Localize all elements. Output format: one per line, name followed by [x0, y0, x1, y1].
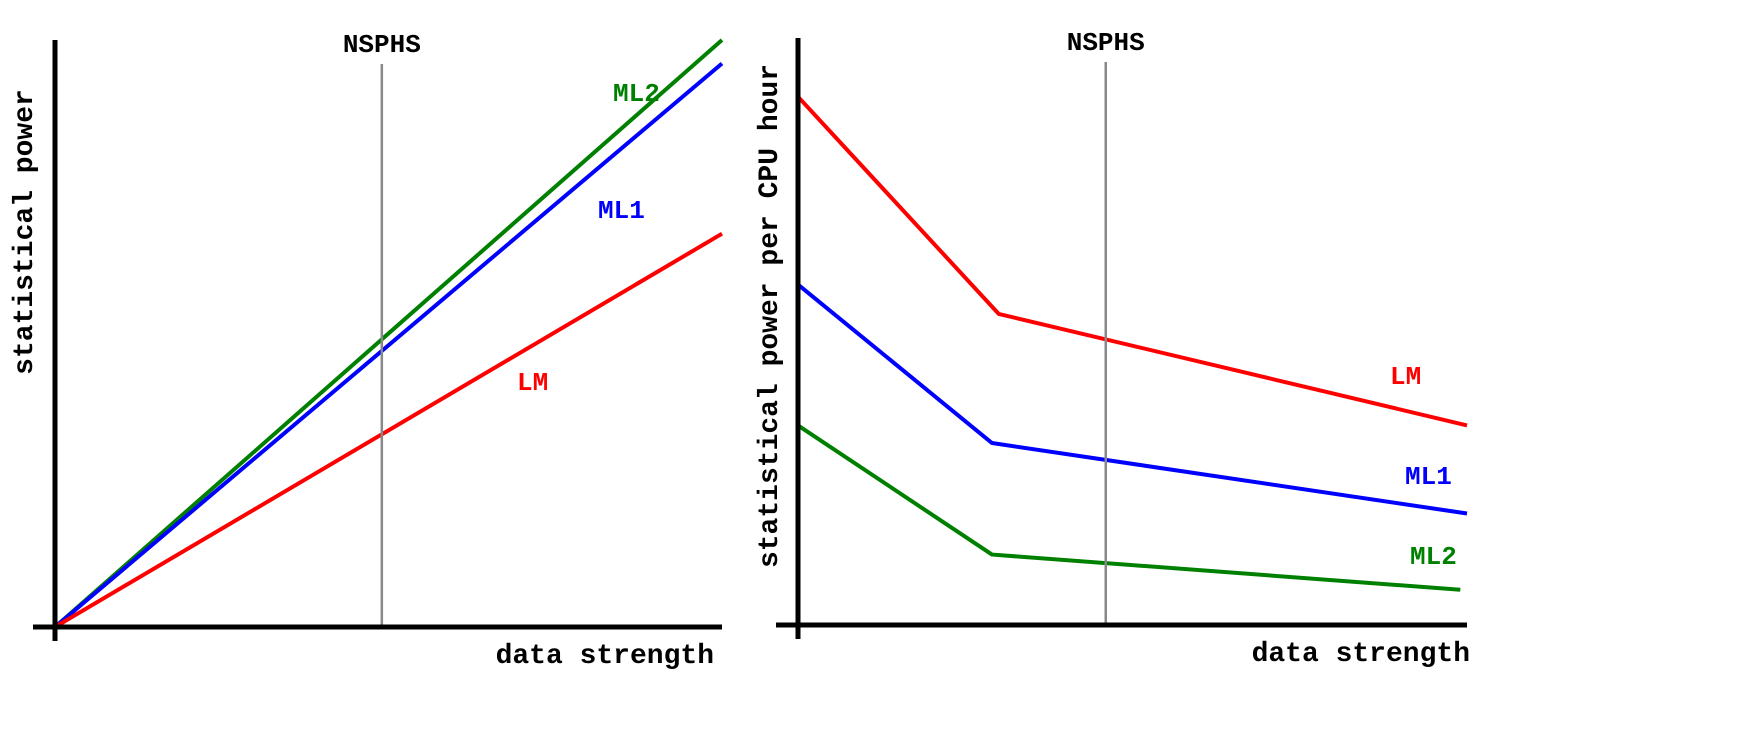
- left-series-labels: ML2 ML1 LM: [517, 79, 660, 398]
- series-line-lm: [53, 231, 724, 629]
- right-nsphs-label: NSPHS: [1067, 28, 1145, 58]
- series-label-ml2: ML2: [613, 79, 660, 109]
- left-chart-panel: NSPHS data strength statistical power ML…: [10, 30, 724, 672]
- right-chart-lines: [796, 95, 1468, 592]
- left-y-axis-label: statistical power: [10, 89, 41, 375]
- series-label-ml1: ML1: [598, 196, 645, 226]
- right-y-axis-label: statistical power per CPU hour: [755, 64, 786, 568]
- left-nsphs-label: NSPHS: [343, 30, 421, 60]
- left-x-axis-label: data strength: [496, 641, 714, 672]
- series-line-lm: [796, 95, 1468, 428]
- left-chart-lines: [53, 38, 724, 629]
- series-line-ml1: [796, 282, 1468, 516]
- series-line-ml2: [796, 423, 1461, 592]
- series-label-ml1: ML1: [1405, 462, 1452, 492]
- series-label-ml2: ML2: [1410, 542, 1457, 572]
- right-series-labels: LM ML1 ML2: [1390, 362, 1457, 572]
- series-line-ml2: [53, 38, 724, 629]
- series-line-ml1: [53, 61, 724, 629]
- right-x-axis-label: data strength: [1252, 639, 1470, 670]
- series-label-lm: LM: [1390, 362, 1421, 392]
- right-chart-panel: NSPHS data strength statistical power pe…: [755, 28, 1470, 670]
- series-label-lm: LM: [517, 368, 548, 398]
